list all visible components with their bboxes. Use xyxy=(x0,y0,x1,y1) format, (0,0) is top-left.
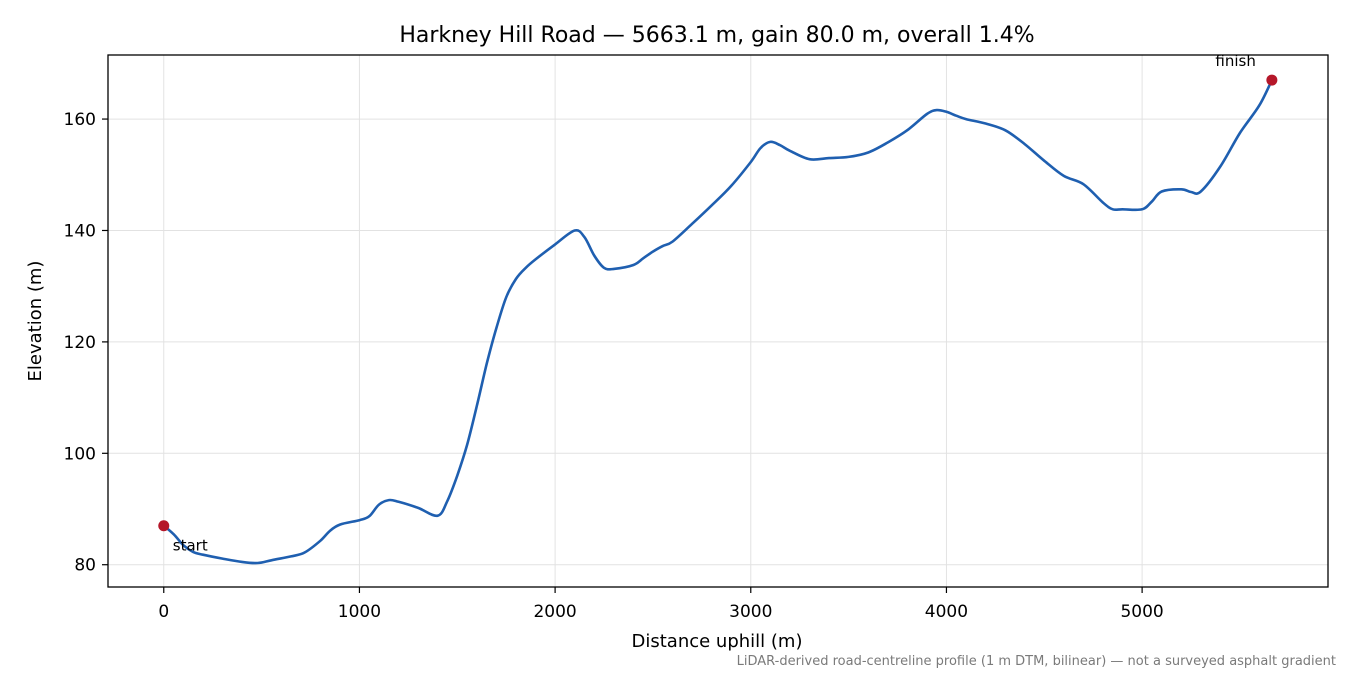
grid-lines xyxy=(108,55,1328,587)
x-tick-label: 5000 xyxy=(1120,602,1163,622)
x-tick-label: 0 xyxy=(158,602,169,622)
endpoint-markers: start finish xyxy=(158,52,1278,555)
y-tick-label: 160 xyxy=(64,110,96,130)
finish-annotation: finish xyxy=(1215,52,1255,70)
plot-area-frame xyxy=(107,54,1329,588)
x-tick-label: 3000 xyxy=(729,602,772,622)
x-tick-label: 4000 xyxy=(925,602,968,622)
x-tick-label: 1000 xyxy=(338,602,381,622)
y-tick-label: 80 xyxy=(74,556,96,576)
chart-title: Harkney Hill Road — 5663.1 m, gain 80.0 … xyxy=(399,23,1034,48)
finish-marker xyxy=(1266,74,1278,86)
y-axis-label: Elevation (m) xyxy=(25,261,46,382)
elevation-profile-line xyxy=(162,78,1274,565)
start-annotation: start xyxy=(173,537,208,555)
start-marker xyxy=(158,520,170,532)
data-source-footnote: LiDAR-derived road-centreline profile (1… xyxy=(737,654,1336,669)
y-tick-label: 120 xyxy=(64,333,96,353)
x-axis-label: Distance uphill (m) xyxy=(632,631,803,652)
axis-ticks: 0 1000 2000 3000 4000 5000 80 100 120 140 160 xyxy=(64,110,1164,622)
y-tick-label: 140 xyxy=(64,221,96,241)
x-tick-label: 2000 xyxy=(533,602,576,622)
y-tick-label: 100 xyxy=(64,444,96,464)
